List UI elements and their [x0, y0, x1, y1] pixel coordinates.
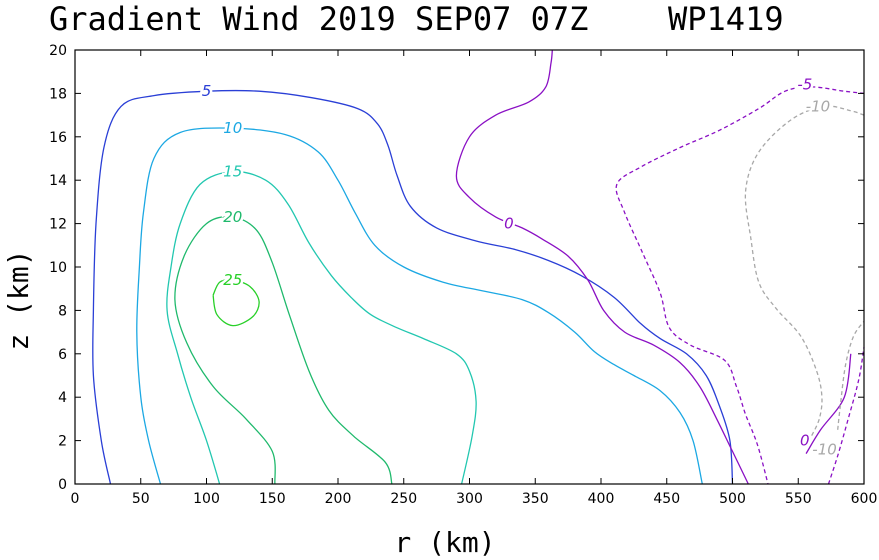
contour-label-5-0: 5 — [202, 82, 212, 100]
y-tick-label-16: 16 — [49, 130, 67, 146]
contour-label-0-6: 0 — [800, 432, 810, 450]
y-tick-label-6: 6 — [58, 347, 67, 363]
storm-id: WP1419 — [668, 0, 784, 38]
y-tick-label-14: 14 — [49, 173, 67, 189]
x-axis-label: r (km) — [394, 526, 495, 559]
contour-line-0-6 — [805, 353, 852, 454]
y-tick-label-2: 2 — [58, 434, 67, 450]
x-tick-label-100: 100 — [193, 491, 220, 507]
contour-line-neg5-7 — [615, 86, 865, 485]
contour-label-20-3: 20 — [223, 208, 242, 226]
contour-label-neg5-7: -5 — [797, 76, 812, 94]
x-tick-label-0: 0 — [71, 491, 80, 507]
contour-line-15-2 — [166, 170, 477, 485]
x-tick-label-500: 500 — [719, 491, 746, 507]
x-axis: 0 50 100 150 200 250 300 350 400 450 500 550 600 — [71, 50, 878, 507]
contour-label-25-4: 25 — [223, 271, 242, 289]
contour-layer — [92, 49, 865, 485]
contour-line-neg10-9 — [744, 105, 865, 437]
x-tick-label-150: 150 — [259, 491, 286, 507]
y-tick-label-10: 10 — [49, 260, 67, 276]
contour-line-25-4 — [212, 279, 260, 327]
y-tick-label-12: 12 — [49, 217, 67, 233]
y-tick-label-8: 8 — [58, 303, 67, 319]
x-tick-label-550: 550 — [785, 491, 812, 507]
contour-line-0-5 — [455, 49, 749, 485]
y-tick-label-20: 20 — [49, 43, 67, 59]
x-tick-label-400: 400 — [588, 491, 615, 507]
x-tick-label-250: 250 — [390, 491, 417, 507]
contour-line-20-3 — [174, 216, 393, 485]
contour-line-10-1 — [136, 127, 703, 485]
y-tick-label-0: 0 — [58, 477, 67, 493]
x-tick-label-450: 450 — [653, 491, 680, 507]
contour-line-neg10-10 — [837, 320, 865, 430]
contour-label-neg10-9: -10 — [806, 97, 831, 115]
contour-label-neg10-10: -10 — [812, 440, 837, 458]
chart-title: Gradient Wind 2019 SEP07 07Z — [49, 0, 588, 38]
contour-line-5-0 — [92, 89, 734, 485]
y-tick-label-4: 4 — [58, 390, 67, 406]
y-axis-label: z (km) — [2, 249, 35, 350]
x-tick-label-300: 300 — [456, 491, 483, 507]
contour-label-15-2: 15 — [223, 163, 242, 181]
y-tick-label-18: 18 — [49, 86, 67, 102]
contour-label-10-1: 10 — [223, 119, 242, 137]
contour-line-neg5-8 — [827, 347, 865, 485]
contour-label-0-5: 0 — [504, 215, 514, 233]
y-axis: 0 2 4 6 8 10 12 14 16 18 20 — [49, 43, 864, 493]
x-tick-label-600: 600 — [851, 491, 878, 507]
contour-label-layer: 5 10 15 20 25 0 0 -5 -10 -10 — [199, 73, 839, 461]
x-tick-label-350: 350 — [522, 491, 549, 507]
plot-frame — [74, 49, 865, 485]
x-tick-label-200: 200 — [325, 491, 352, 507]
x-tick-label-50: 50 — [132, 491, 150, 507]
